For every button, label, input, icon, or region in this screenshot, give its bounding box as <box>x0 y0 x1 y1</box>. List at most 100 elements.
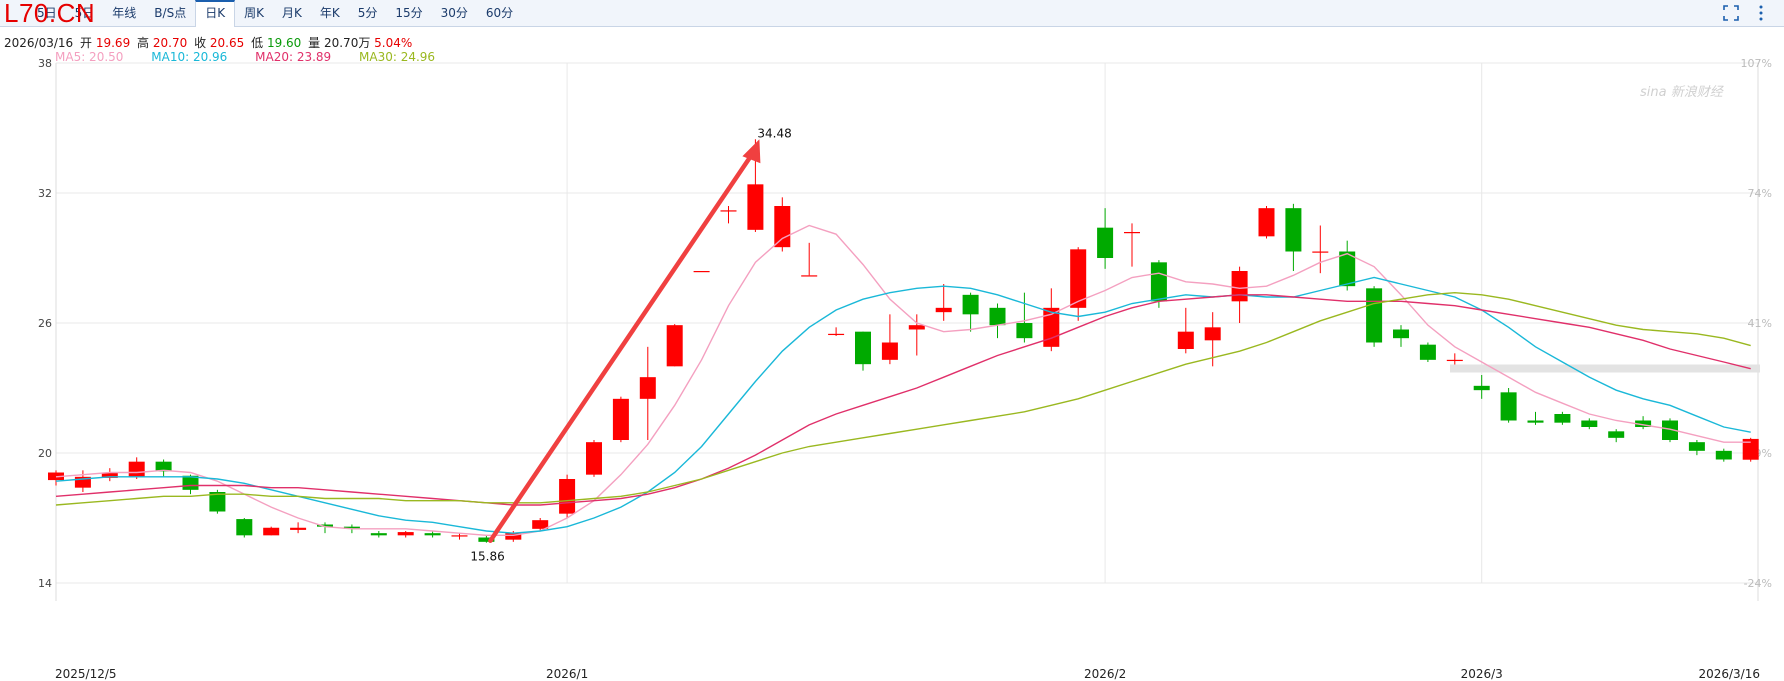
open-label: 开 <box>80 36 93 50</box>
tab-5[interactable]: 周K <box>244 6 264 20</box>
candle-down <box>317 524 333 527</box>
close-label: 收 <box>194 36 207 50</box>
candle-down <box>1285 208 1302 252</box>
candle-down <box>209 492 226 512</box>
candle-up <box>828 333 845 336</box>
more-menu-icon[interactable] <box>1752 4 1770 22</box>
tab-10[interactable]: 30分 <box>440 6 468 20</box>
candle-up <box>1177 331 1194 349</box>
tab-3[interactable]: B/S点 <box>154 6 187 20</box>
candle-up <box>559 479 576 514</box>
tab-1[interactable]: 5日 <box>74 6 95 20</box>
high-label: 高 <box>137 36 150 50</box>
candle-up <box>1742 438 1759 460</box>
candle-down <box>370 533 387 536</box>
ma30-legend: MA30: 24.96 <box>359 50 436 64</box>
high-value: 20.70 <box>152 36 188 50</box>
candle-down <box>1016 323 1033 339</box>
trend-arrow-shaft <box>488 153 754 543</box>
y-tick-label: 20 <box>38 447 52 460</box>
ma-line-ma5 <box>55 224 1751 537</box>
y-right-tick-label: 41% <box>1748 317 1772 330</box>
candle-down <box>1419 344 1436 360</box>
ma-line-ma10 <box>55 276 1751 534</box>
gap-band <box>1450 364 1760 373</box>
x-tick-label: 2026/3 <box>1461 667 1503 681</box>
candle-up <box>908 325 925 330</box>
candle-up <box>1312 251 1329 253</box>
x-axis-labels: 2025/12/5 2026/1 2026/2 2026/3 2026/3/16 <box>55 667 1760 681</box>
candlestick-chart[interactable]: 38 107% 32 74% 26 41% 20 9% 14 -24% 2025/12/5 2026… <box>0 58 1784 681</box>
stock-symbol: L70.CN <box>4 0 96 28</box>
candle-up <box>881 342 898 360</box>
tab-2[interactable]: 年线 <box>112 6 137 20</box>
candle-up <box>935 307 952 313</box>
candle-up <box>639 377 656 399</box>
candle-up <box>1446 359 1463 362</box>
volume-label: 量 <box>308 36 321 50</box>
ma-line-ma20 <box>55 294 1751 506</box>
candle-down <box>1662 420 1678 440</box>
y-axis-labels: 38 107% 32 74% 26 41% 20 9% 14 -24% <box>38 58 1772 590</box>
candle-up <box>74 476 91 488</box>
x-tick-label: 2026/3/16 <box>1698 667 1760 681</box>
low-value: 19.60 <box>266 36 302 50</box>
y-tick-label: 26 <box>38 317 52 330</box>
candle-up <box>1204 327 1221 341</box>
ma5-legend: MA5: 20.50 <box>55 50 124 64</box>
candle-down <box>1473 385 1490 391</box>
period-tabs: 5日 5日 年线 B/S点 日K 周K 月K 年K 5分 15分 30分 60分 <box>28 0 522 27</box>
open-value: 19.69 <box>95 36 131 50</box>
candle-down <box>1527 420 1544 423</box>
volume-value: 20.70万 <box>323 36 371 50</box>
peak-annotation: 34.48 <box>757 126 791 140</box>
candle-down <box>343 526 360 529</box>
candle-down <box>1581 420 1598 427</box>
candle-up <box>612 398 629 440</box>
candle-down <box>1150 262 1167 302</box>
toolbar-icons <box>1722 4 1770 22</box>
candle-down <box>989 307 1006 326</box>
candle-down <box>1339 251 1356 287</box>
fullscreen-icon[interactable] <box>1722 4 1740 22</box>
candle-up <box>290 527 307 530</box>
candle-up <box>1124 232 1140 234</box>
tab-4[interactable]: 日K <box>195 0 236 27</box>
candle-down <box>1608 431 1625 438</box>
annotations: 34.48 15.86 <box>470 126 791 563</box>
candle-down <box>962 294 979 315</box>
ma-lines <box>55 224 1751 537</box>
y-tick-label: 32 <box>38 187 52 200</box>
candle-up <box>720 210 737 212</box>
candle-up <box>451 535 468 537</box>
candle-up <box>397 532 414 536</box>
candle-down <box>155 461 172 472</box>
candle-up <box>1258 208 1275 237</box>
candle-down <box>236 519 253 536</box>
y-right-tick-label: -24% <box>1744 577 1772 590</box>
candle-up <box>747 184 764 230</box>
candle-up <box>101 472 118 478</box>
tab-0[interactable]: 5日 <box>37 6 57 20</box>
candle-down <box>1366 288 1383 343</box>
sina-watermark: sina 新浪财经 <box>1640 84 1725 100</box>
y-right-tick-label: 9% <box>1755 447 1772 460</box>
candle-down <box>1500 392 1517 421</box>
tab-6[interactable]: 月K <box>281 6 302 20</box>
candle-up <box>693 271 710 273</box>
y-tick-label: 14 <box>38 577 52 590</box>
tab-9[interactable]: 15分 <box>395 6 423 20</box>
candle-down <box>1554 414 1571 423</box>
candle-down <box>1393 329 1409 339</box>
candle-up <box>666 325 683 367</box>
tab-8[interactable]: 5分 <box>357 6 378 20</box>
candle-up <box>128 461 145 477</box>
candle-down <box>424 533 441 536</box>
quote-line: 2026/03/16 开 19.69 高 20.70 收 20.65 低 19.… <box>4 34 412 51</box>
candle-down <box>855 331 871 365</box>
chart-grid <box>55 62 1759 601</box>
candle-up <box>586 442 602 475</box>
tab-7[interactable]: 年K <box>319 6 340 20</box>
tab-11[interactable]: 60分 <box>485 6 514 20</box>
ma10-legend: MA10: 20.96 <box>151 50 228 64</box>
